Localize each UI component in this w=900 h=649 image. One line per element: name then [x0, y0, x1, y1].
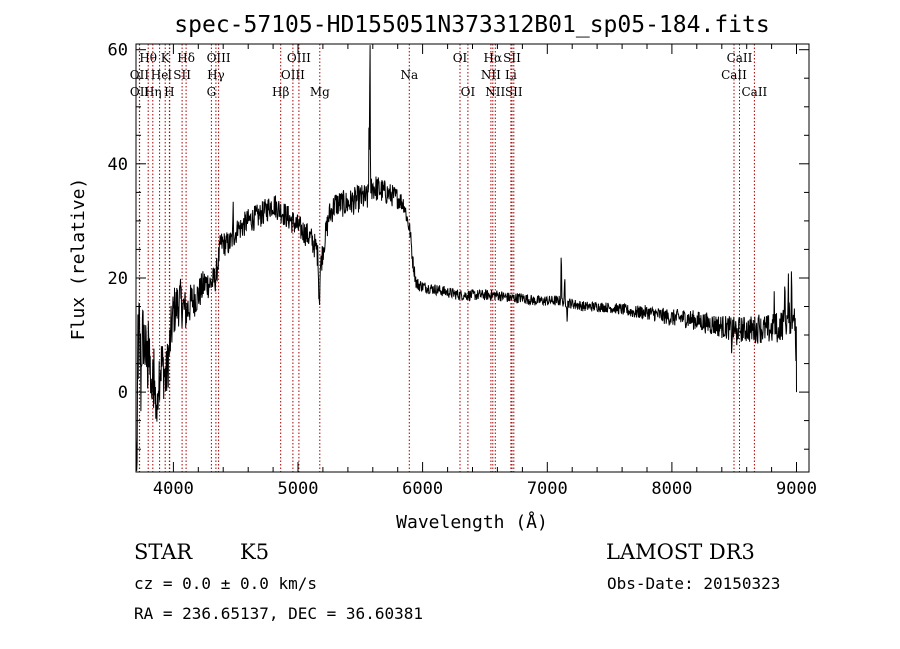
chart-title: spec-57105-HD155051N373312B01_sp05-184.f…: [174, 12, 769, 38]
y-tick-label: 20: [108, 269, 128, 289]
spectral-line-label: SII: [173, 68, 191, 82]
y-tick-label: 60: [108, 41, 128, 61]
observation-date: Obs-Date: 20150323: [607, 574, 781, 593]
spectral-line-label: OII: [130, 68, 150, 82]
x-axis-label: Wavelength (Å): [396, 511, 548, 533]
spectral-line-markers: [138, 44, 755, 472]
spectral-line-label: Hα: [484, 51, 503, 65]
spectrum-line: [135, 45, 797, 471]
spectral-line-label: Hβ: [272, 85, 289, 99]
spectral-line-label: He: [151, 68, 169, 82]
x-tick-label: 8000: [651, 479, 692, 499]
spectral-line-label: Hδ: [177, 51, 195, 65]
spectral-line-label: H: [164, 85, 174, 99]
y-axis-label: Flux (relative): [68, 178, 89, 341]
spectral-line-label: OI: [461, 85, 476, 99]
spectral-line-label: CaII: [727, 51, 753, 65]
spectral-line-label: Hθ: [139, 51, 157, 65]
spectral-line-label: OIII: [207, 51, 231, 65]
x-tick-label: 9000: [776, 479, 817, 499]
spectral-line-label: G: [207, 85, 217, 99]
spectral-line-label: Hγ: [207, 68, 225, 82]
survey-name: LAMOST DR3: [606, 540, 755, 564]
x-tick-label: 4000: [153, 479, 194, 499]
spectral-line-label: NII: [485, 85, 505, 99]
plot-frame: [135, 43, 810, 473]
spectral-line-label: K: [161, 51, 171, 65]
x-tick-label: 5000: [278, 479, 319, 499]
spectral-line-label: CaII: [721, 68, 747, 82]
x-tick-label: 6000: [402, 479, 443, 499]
spectral-subclass: K5: [240, 540, 270, 564]
spectral-line-label: SII: [505, 85, 523, 99]
y-tick-label: 0: [118, 383, 128, 403]
spectral-line-label: Hη: [144, 85, 162, 99]
spectral-line-label: SII: [503, 51, 521, 65]
object-class: STAR: [134, 540, 193, 564]
spectral-line-label: Na: [400, 68, 418, 82]
spectral-line-label: OII: [130, 85, 150, 99]
coordinates: RA = 236.65137, DEC = 36.60381: [134, 604, 423, 623]
spectral-line-label: I: [167, 68, 172, 82]
spectral-line-label: NII: [481, 68, 501, 82]
spectral-line-label: OIII: [287, 51, 311, 65]
redshift-value: cz = 0.0 ± 0.0 km/s: [134, 574, 318, 593]
x-tick-label: 7000: [527, 479, 568, 499]
axis-ticks: 4000 5000 6000 7000 8000 9000 0 20 40 60: [108, 41, 817, 499]
spectral-line-label: Mg: [310, 85, 330, 99]
spectral-line-label: CaII: [741, 85, 767, 99]
spectral-line-label: Li: [505, 68, 517, 82]
spectral-line-label: OIII: [281, 68, 305, 82]
y-tick-label: 40: [108, 155, 128, 175]
spectral-line-label: OI: [453, 51, 468, 65]
